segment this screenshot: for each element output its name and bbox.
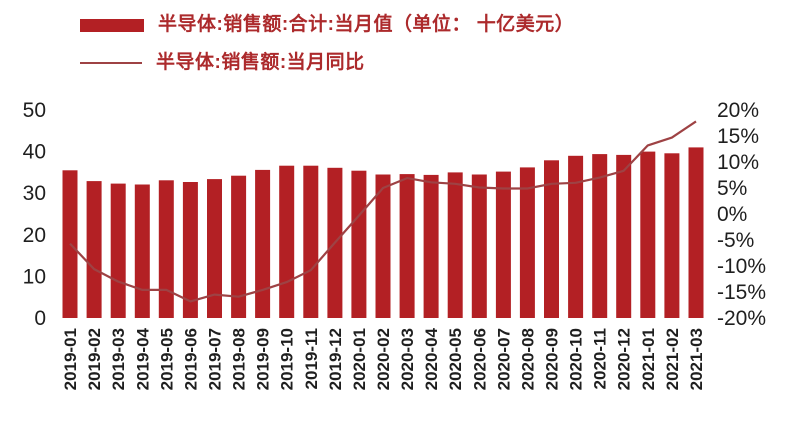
yoy-line (69, 120, 697, 303)
left-axis-tick-label: 50 (23, 99, 46, 122)
sales-bar (423, 174, 439, 318)
x-axis-tick-label: 2020-03 (398, 328, 417, 390)
sales-bar (495, 171, 511, 318)
x-axis-tick-label: 2020-05 (446, 328, 465, 390)
x-axis-tick-label: 2019-11 (302, 328, 321, 389)
x-axis-tick-label: 2020-08 (518, 328, 537, 390)
left-axis-tick-label: 0 (34, 307, 46, 330)
left-axis-tick-label: 10 (23, 265, 46, 288)
x-axis-tick-label: 2021-02 (663, 328, 682, 390)
sales-bar (158, 179, 174, 318)
line-series-swatch-icon (80, 62, 142, 65)
x-axis-tick-label: 2019-05 (157, 328, 176, 390)
x-axis-tick-label: 2020-09 (543, 328, 562, 390)
sales-bar (616, 154, 632, 318)
legend-item-yoy: 半导体:销售额:当月同比 (80, 52, 800, 75)
sales-bar (568, 155, 584, 318)
x-axis-tick-label: 2021-03 (687, 328, 706, 390)
right-axis-tick-label: -5% (717, 229, 754, 252)
x-axis-tick-label: 2019-02 (85, 328, 104, 390)
legend-item-monthly-sales: 半导体:销售额:合计:当月值（单位： 十亿美元） (80, 14, 800, 37)
bar-series-swatch-icon (80, 18, 144, 32)
left-axis-tick-label: 30 (23, 182, 46, 205)
sales-bar (110, 183, 126, 318)
sales-bar (207, 178, 222, 318)
x-axis-tick-label: 2019-07 (206, 328, 225, 390)
sales-bar (231, 175, 247, 318)
sales-bar (351, 170, 367, 318)
x-axis-tick-label: 2019-09 (254, 328, 273, 390)
x-axis-tick-label: 2021-01 (639, 328, 658, 390)
sales-bar (544, 159, 559, 318)
right-axis-tick-label: -15% (717, 281, 766, 304)
left-axis-tick-label: 40 (23, 140, 46, 163)
x-axis-tick-label: 2020-11 (591, 328, 610, 389)
x-axis-tick-label: 2020-06 (470, 328, 489, 390)
line-series-label: 半导体:销售额:当月同比 (156, 51, 365, 73)
sales-bar (471, 174, 487, 318)
x-axis-tick-label: 2020-04 (422, 327, 441, 390)
sales-bar (519, 166, 535, 318)
right-axis-tick-label: -20% (717, 307, 766, 330)
sales-bar (399, 173, 415, 318)
x-axis-tick-label: 2019-10 (278, 328, 297, 390)
sales-bar (640, 151, 656, 318)
sales-bar (592, 153, 608, 318)
sales-bar (279, 165, 295, 318)
chart-plot-area: 0 10 20 30 40 50 -20% -15% -10% -5% 0% 5% 10% 15% 20% 2… (23, 99, 766, 390)
right-axis-tick-label: 20% (717, 99, 759, 122)
x-axis-tick-label: 2020-02 (374, 328, 393, 390)
x-axis-tick-label: 2019-04 (133, 327, 152, 390)
x-axis-tick-label: 2019-06 (181, 328, 200, 390)
sales-bar (255, 169, 271, 318)
sales-bar (664, 152, 680, 318)
sales-bar (447, 171, 463, 318)
x-axis-tick-label: 2020-12 (615, 328, 634, 390)
x-axis-tick-label: 2020-10 (567, 328, 586, 390)
x-axis-tick-label: 2020-07 (494, 328, 513, 390)
x-axis-tick-label: 2019-08 (230, 328, 249, 390)
sales-bar (134, 184, 150, 318)
sales-bar (688, 146, 704, 318)
sales-bar (86, 180, 102, 318)
right-axis-tick-label: 5% (717, 177, 747, 200)
right-axis-tick-label: 10% (717, 151, 759, 174)
right-axis-tick-label: 15% (717, 125, 759, 148)
left-axis-tick-label: 20 (23, 223, 46, 246)
sales-bar (303, 165, 319, 318)
x-axis-tick-label: 2019-03 (109, 328, 128, 390)
x-axis-tick-label: 2019-01 (61, 328, 80, 390)
x-axis-tick-label: 2019-12 (326, 328, 345, 390)
x-axis-tick-label: 2020-01 (350, 328, 369, 390)
chart-legend: 半导体:销售额:合计:当月值（单位： 十亿美元） 半导体:销售额:当月同比 (0, 0, 800, 75)
right-axis-tick-label: -10% (717, 255, 766, 278)
sales-bar (375, 174, 391, 318)
right-axis-tick-label: 0% (717, 203, 747, 226)
sales-bar (182, 181, 198, 318)
bar-series-label: 半导体:销售额:合计:当月值（单位： 十亿美元） (158, 14, 575, 35)
